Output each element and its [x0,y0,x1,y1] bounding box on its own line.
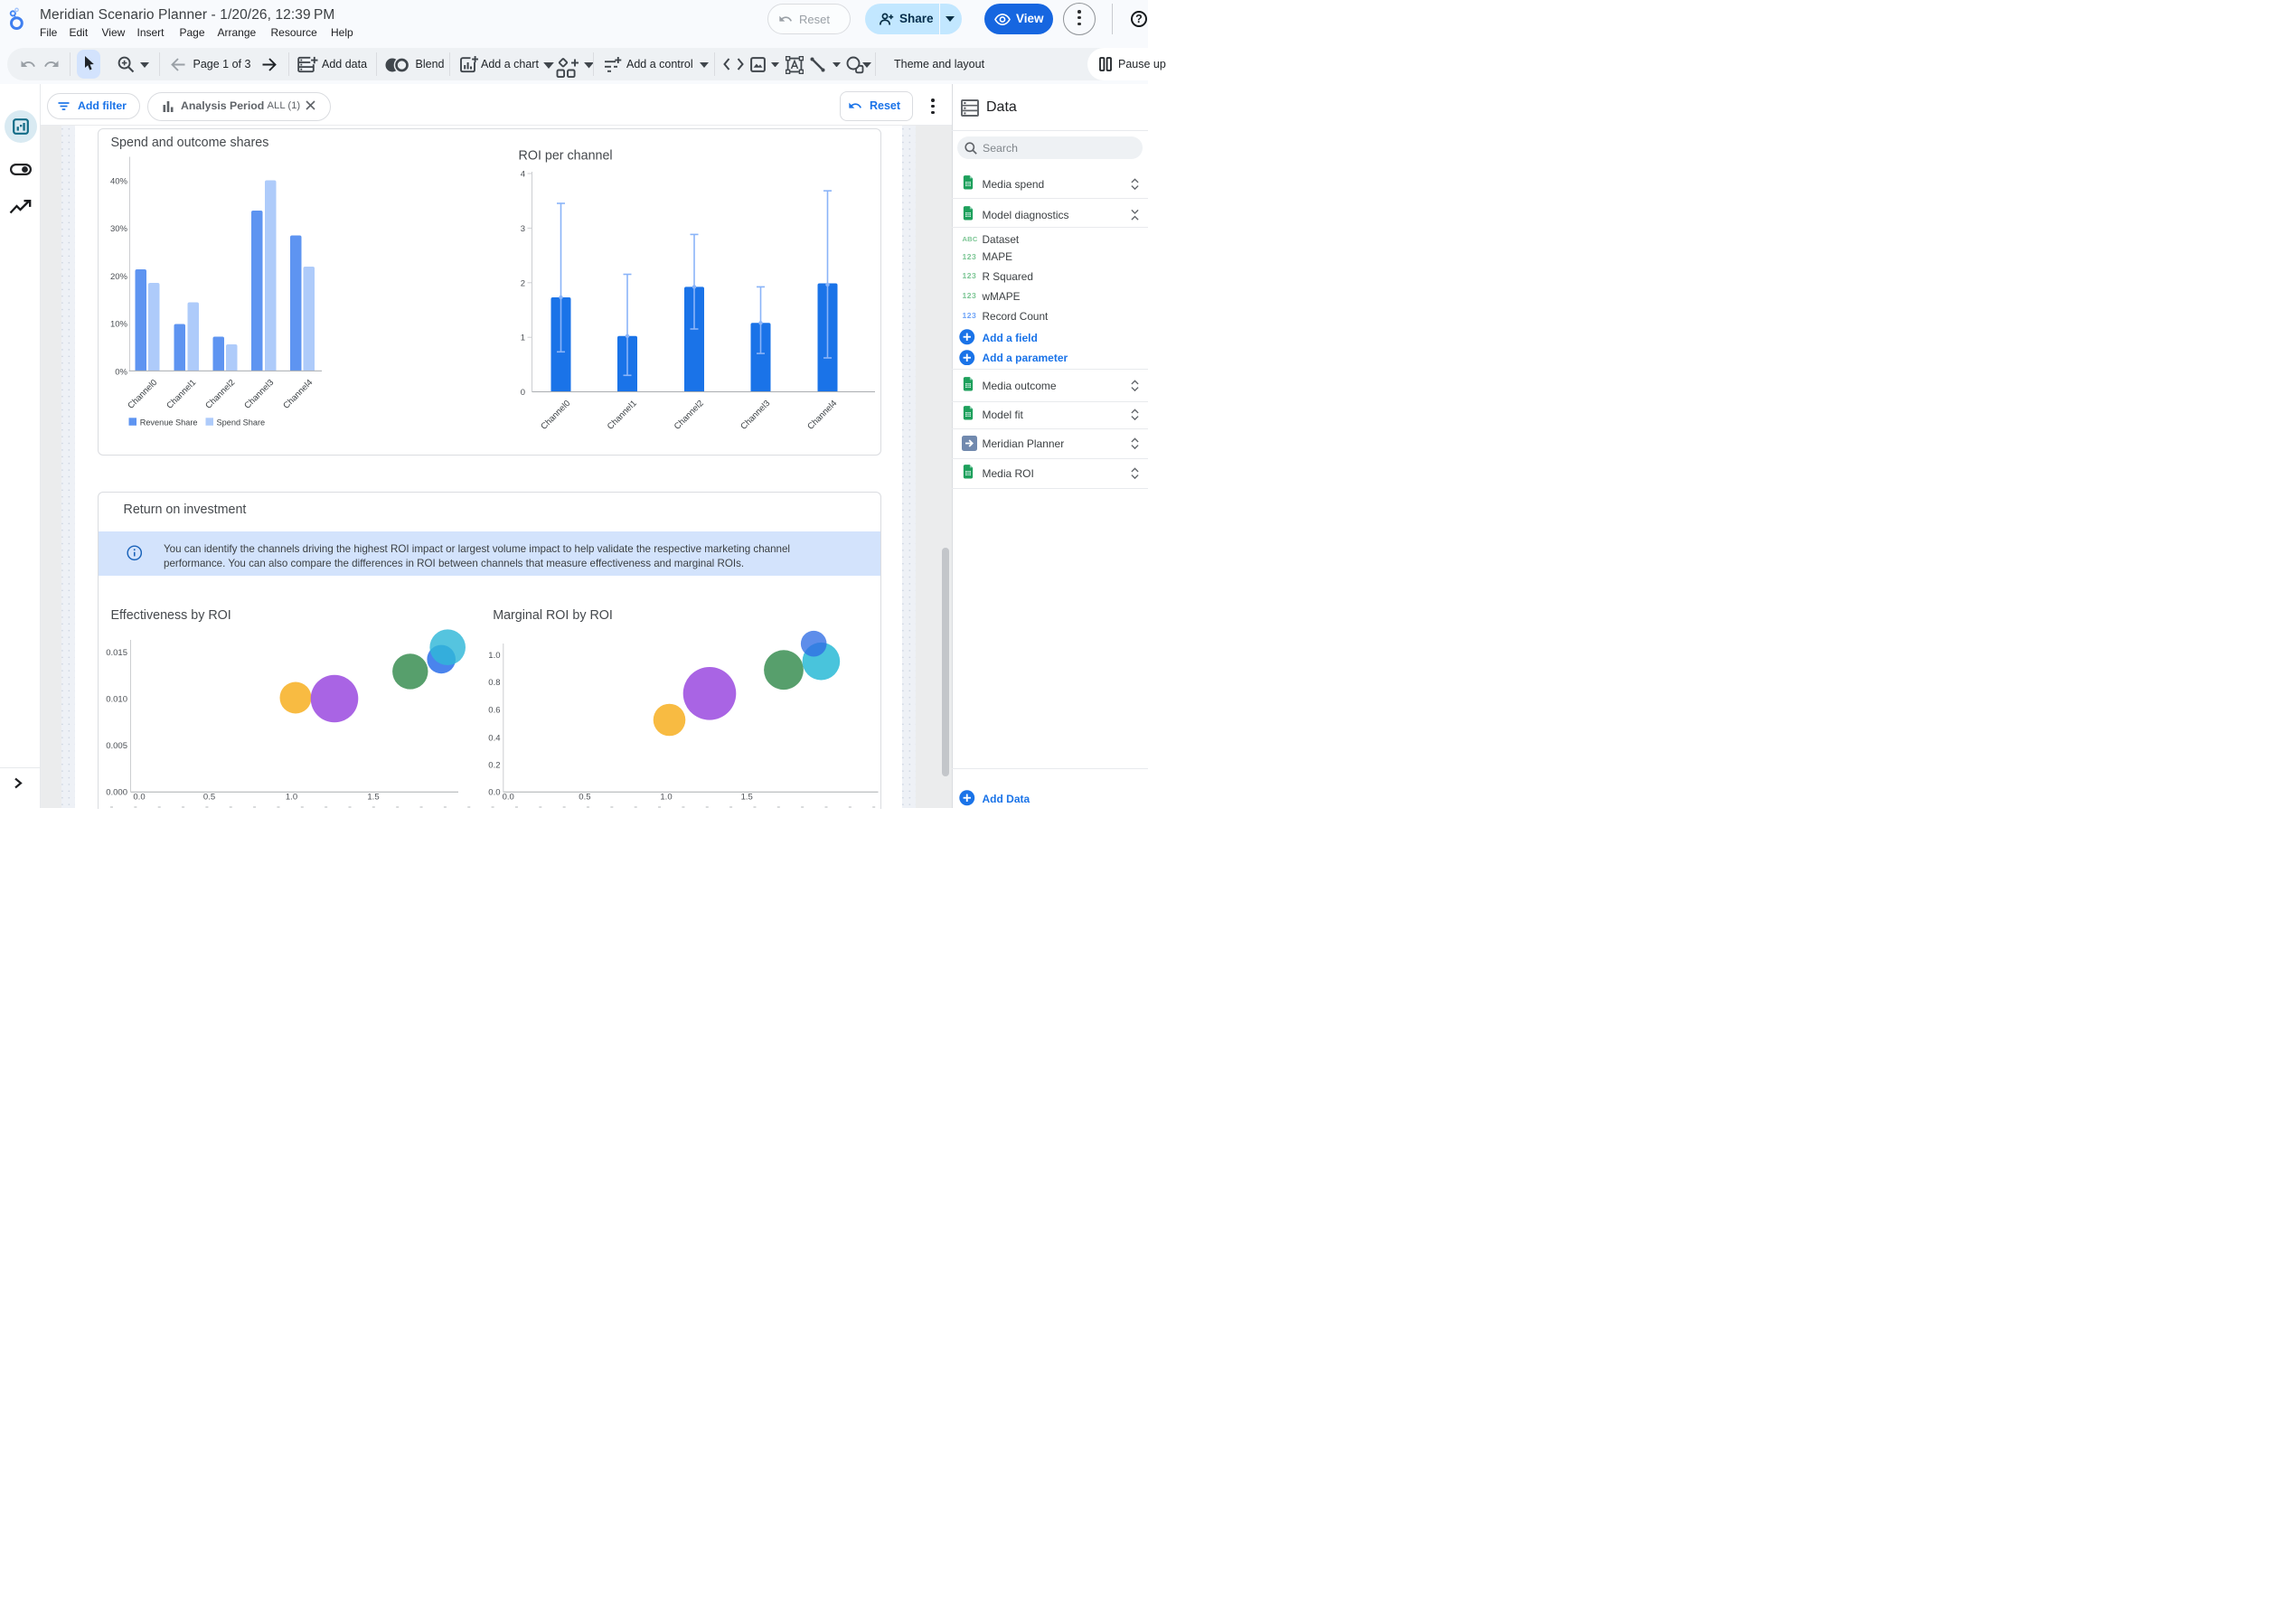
svg-text:Revenue Share: Revenue Share [140,418,198,427]
svg-text:1.0: 1.0 [286,793,297,803]
svg-text:0.5: 0.5 [579,793,590,803]
svg-text:0.6: 0.6 [488,706,500,716]
svg-text:Effectiveness by ROI: Effectiveness by ROI [111,608,231,623]
svg-text:Channel0: Channel0 [126,378,159,411]
svg-text:1.5: 1.5 [741,793,753,803]
svg-text:Spend Share: Spend Share [217,418,266,427]
svg-text:Channel2: Channel2 [673,399,706,432]
svg-text:40%: 40% [110,177,128,187]
svg-text:2: 2 [521,278,525,288]
svg-text:ROI per channel: ROI per channel [519,149,613,164]
svg-text:0.0: 0.0 [488,787,500,797]
svg-text:0.005: 0.005 [106,741,127,751]
svg-text:0.5: 0.5 [203,793,215,803]
svg-text:3: 3 [521,224,525,234]
svg-text:0.0: 0.0 [503,793,514,803]
svg-text:0.8: 0.8 [488,678,500,688]
svg-text:4: 4 [521,170,525,180]
svg-text:Spend and outcome shares: Spend and outcome shares [111,136,269,150]
svg-text:1: 1 [521,334,525,343]
svg-text:Channel3: Channel3 [739,399,772,432]
svg-text:0: 0 [521,388,525,398]
svg-text:0.015: 0.015 [106,648,127,658]
svg-text:0.4: 0.4 [488,733,500,743]
svg-text:Channel1: Channel1 [606,399,639,432]
svg-text:1.5: 1.5 [367,793,379,803]
svg-text:Marginal ROI by ROI: Marginal ROI by ROI [493,608,613,623]
svg-text:Channel0: Channel0 [539,399,572,432]
svg-text:Channel4: Channel4 [805,398,839,431]
svg-text:Channel1: Channel1 [165,378,198,411]
svg-text:Channel4: Channel4 [281,377,315,410]
svg-text:1.0: 1.0 [660,793,672,803]
svg-text:0.000: 0.000 [106,788,127,798]
svg-text:30%: 30% [110,224,128,234]
svg-text:Channel2: Channel2 [203,378,237,411]
svg-text:0.0: 0.0 [133,793,145,803]
svg-text:0.2: 0.2 [488,760,500,770]
svg-text:0%: 0% [115,367,127,377]
svg-text:10%: 10% [110,320,128,330]
svg-text:0.010: 0.010 [106,695,127,705]
svg-text:20%: 20% [110,272,128,282]
svg-text:1.0: 1.0 [488,651,500,661]
svg-text:Channel3: Channel3 [242,378,276,411]
